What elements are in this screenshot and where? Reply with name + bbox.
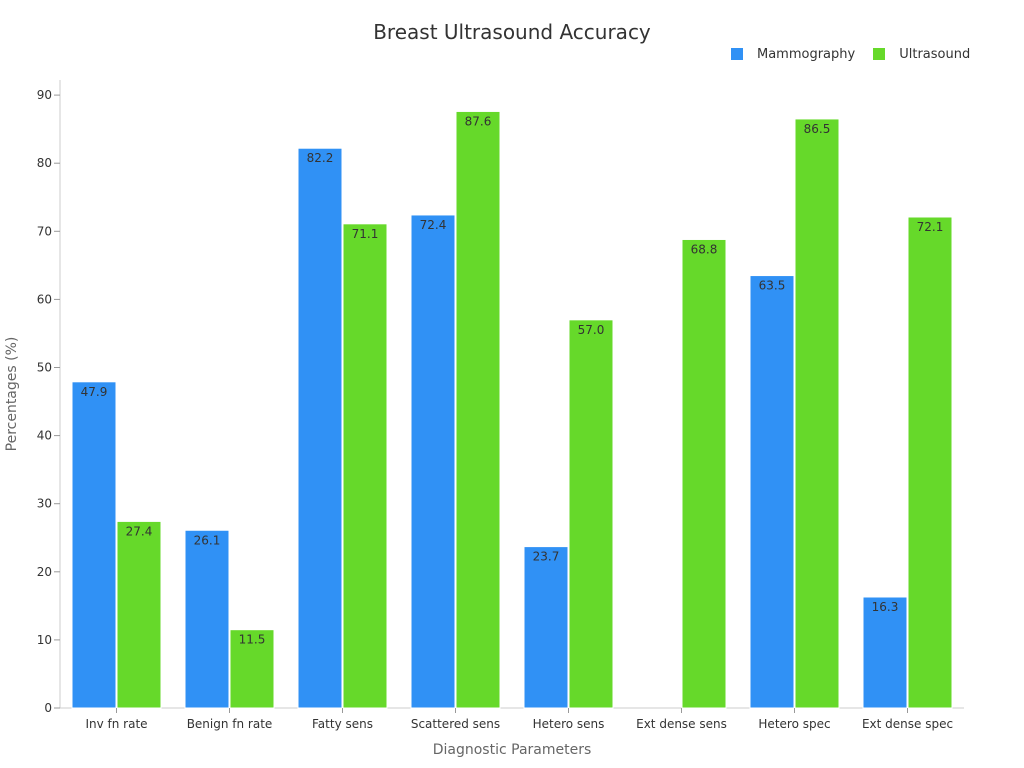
- data-label-mammography-ext-dense-spec: 16.3: [872, 600, 899, 614]
- bar-ultrasound-ext-dense-sens: [681, 238, 727, 709]
- legend-swatch-ultrasound: [873, 48, 886, 60]
- y-tick-label: 0: [44, 701, 52, 715]
- x-tick-label: Inv fn rate: [85, 717, 147, 731]
- x-tick-label: Scattered sens: [411, 717, 500, 731]
- data-label-mammography-inv-fn-rate: 47.9: [81, 385, 108, 399]
- data-label-ultrasound-inv-fn-rate: 27.4: [126, 524, 153, 538]
- x-axis-label: Diagnostic Parameters: [432, 742, 592, 758]
- data-label-ultrasound-scattered-sens: 87.6: [465, 114, 492, 128]
- data-label-mammography-fatty-sens: 82.2: [307, 151, 334, 165]
- y-tick-label: 20: [37, 565, 52, 579]
- data-label-mammography-hetero-spec: 63.5: [759, 279, 786, 293]
- bar-ultrasound-hetero-sens: [568, 319, 614, 709]
- data-label-mammography-scattered-sens: 72.4: [420, 218, 447, 232]
- x-tick-label: Hetero sens: [533, 717, 605, 731]
- y-tick-label: 60: [37, 292, 52, 306]
- bar-ultrasound-ext-dense-spec: [907, 216, 953, 709]
- x-tick-label: Ext dense spec: [862, 717, 953, 731]
- y-tick-label: 80: [37, 156, 52, 170]
- data-label-ultrasound-ext-dense-sens: 68.8: [691, 242, 718, 256]
- bar-mammography-benign-fn-rate: [184, 529, 230, 709]
- bar-mammography-fatty-sens: [297, 147, 343, 709]
- legend-item-ultrasound[interactable]: Ultrasound: [873, 47, 970, 62]
- data-label-ultrasound-ext-dense-spec: 72.1: [917, 220, 944, 234]
- bar-ultrasound-scattered-sens: [455, 110, 501, 709]
- data-label-mammography-benign-fn-rate: 26.1: [194, 533, 221, 547]
- bar-mammography-hetero-spec: [749, 275, 795, 709]
- x-tick-label: Benign fn rate: [187, 717, 273, 731]
- legend: Mammography Ultrasound: [731, 45, 988, 63]
- legend-label-ultrasound: Ultrasound: [899, 46, 971, 62]
- data-label-ultrasound-fatty-sens: 71.1: [352, 227, 379, 241]
- data-label-ultrasound-hetero-sens: 57.0: [578, 323, 605, 337]
- data-label-mammography-hetero-sens: 23.7: [533, 550, 560, 564]
- bar-mammography-inv-fn-rate: [71, 381, 117, 709]
- y-tick-label: 50: [37, 361, 52, 375]
- y-tick-label: 40: [37, 429, 52, 443]
- y-tick-label: 30: [37, 497, 52, 511]
- data-label-ultrasound-hetero-spec: 86.5: [804, 122, 831, 136]
- legend-item-mammography[interactable]: Mammography: [731, 47, 855, 62]
- bar-mammography-hetero-sens: [523, 546, 569, 709]
- y-tick-label: 90: [37, 88, 52, 102]
- bar-ultrasound-hetero-spec: [794, 118, 840, 709]
- y-tick-label: 70: [37, 224, 52, 238]
- x-tick-label: Fatty sens: [312, 717, 373, 731]
- bar-mammography-ext-dense-spec: [862, 596, 908, 709]
- data-label-ultrasound-benign-fn-rate: 11.5: [239, 633, 266, 647]
- legend-swatch-mammography: [731, 48, 743, 60]
- legend-label-mammography: Mammography: [757, 46, 856, 62]
- chart-title: Breast Ultrasound Accuracy: [373, 20, 651, 44]
- bar-ultrasound-benign-fn-rate: [229, 629, 275, 709]
- bar-mammography-scattered-sens: [410, 214, 456, 709]
- y-tick-label: 10: [37, 633, 52, 647]
- bar-ultrasound-inv-fn-rate: [116, 520, 162, 709]
- x-tick-label: Hetero spec: [758, 717, 830, 731]
- x-tick-label: Ext dense sens: [636, 717, 727, 731]
- bar-ultrasound-fatty-sens: [342, 223, 388, 709]
